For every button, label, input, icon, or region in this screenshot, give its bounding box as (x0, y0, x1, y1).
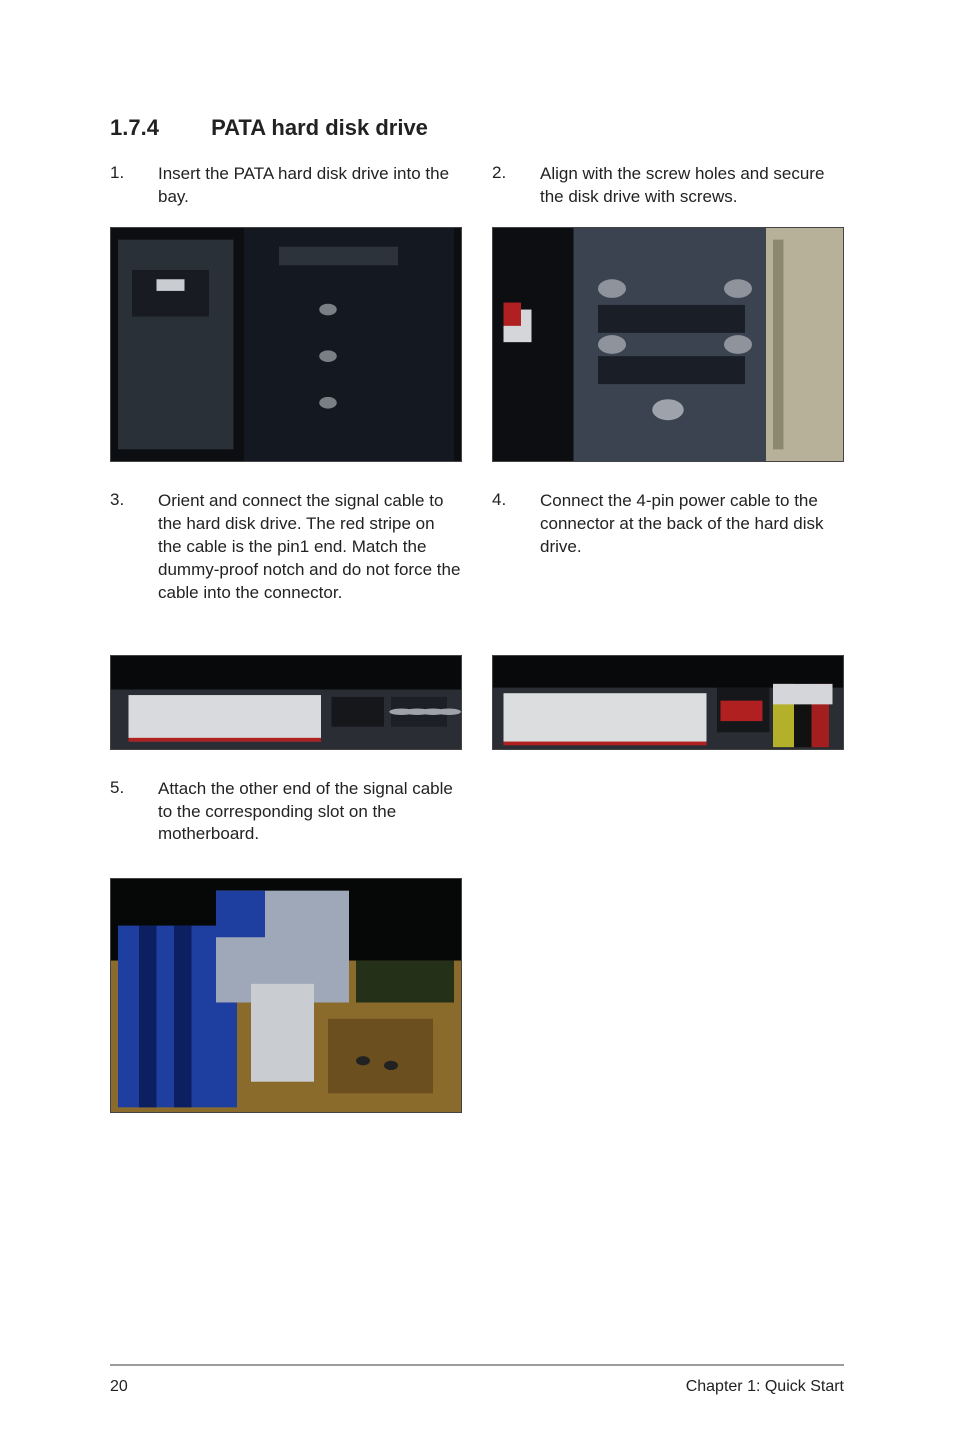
step-number: 5. (110, 778, 140, 847)
page-footer: 20 Chapter 1: Quick Start (110, 1378, 844, 1396)
figure-motherboard-slot (110, 878, 462, 1113)
step-text: Attach the other end of the signal cable… (158, 778, 462, 847)
step-1: 1. Insert the PATA hard disk drive into … (110, 163, 462, 209)
steps-row-3-4: 3. Orient and connect the signal cable t… (110, 490, 844, 605)
page-number: 20 (110, 1378, 128, 1396)
step-text: Orient and connect the signal cable to t… (158, 490, 462, 605)
step-4: 4. Connect the 4-pin power cable to the … (492, 490, 844, 559)
image-row-3-4 (110, 655, 844, 750)
section-heading: 1.7.4 PATA hard disk drive (110, 115, 844, 141)
step-5: 5. Attach the other end of the signal ca… (110, 778, 462, 847)
figure-screw-holes (492, 227, 844, 462)
image-row-1-2 (110, 227, 844, 462)
section-number: 1.7.4 (110, 115, 205, 141)
step-text: Connect the 4-pin power cable to the con… (540, 490, 844, 559)
figure-power-cable (492, 655, 844, 750)
step-3: 3. Orient and connect the signal cable t… (110, 490, 462, 605)
step-text: Insert the PATA hard disk drive into the… (158, 163, 462, 209)
steps-row-5: 5. Attach the other end of the signal ca… (110, 778, 844, 847)
chapter-label: Chapter 1: Quick Start (686, 1378, 844, 1396)
figure-insert-drive (110, 227, 462, 462)
step-number: 3. (110, 490, 140, 605)
footer-rule (110, 1364, 844, 1366)
figure-signal-cable (110, 655, 462, 750)
section-title-text: PATA hard disk drive (211, 115, 428, 140)
step-2: 2. Align with the screw holes and secure… (492, 163, 844, 209)
steps-row-1-2: 1. Insert the PATA hard disk drive into … (110, 163, 844, 209)
step-number: 2. (492, 163, 522, 209)
step-number: 1. (110, 163, 140, 209)
step-text: Align with the screw holes and secure th… (540, 163, 844, 209)
step-number: 4. (492, 490, 522, 559)
